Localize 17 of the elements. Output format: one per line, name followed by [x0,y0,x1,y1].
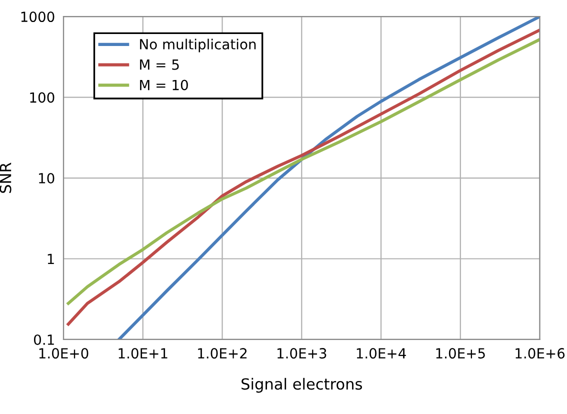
legend-label: M = 5 [140,60,179,70]
x-tick-label: 1.0E+2 [198,348,247,359]
legend-label: M = 10 [140,80,188,90]
x-tick-label: 1.0E+4 [356,348,406,359]
y-tick-label: 1 [48,254,54,264]
x-axis-title: Signal electrons [242,378,362,393]
legend-label: No multiplication [140,38,256,52]
x-tick-label: 1.0E+1 [118,348,168,359]
y-tick-label: 10 [39,172,54,184]
x-tick-label: 1.0E+3 [278,348,326,359]
y-axis-title: SNR [0,162,12,193]
x-tick-label: 1.0E+6 [516,348,565,359]
x-tick-label: 1.0E+5 [436,348,485,359]
x-tick-label: 1.0E+0 [39,348,88,359]
y-tick-label: 0.1 [34,334,54,345]
y-tick-label: 100 [30,92,54,103]
y-tick-label: 1000 [21,12,54,22]
